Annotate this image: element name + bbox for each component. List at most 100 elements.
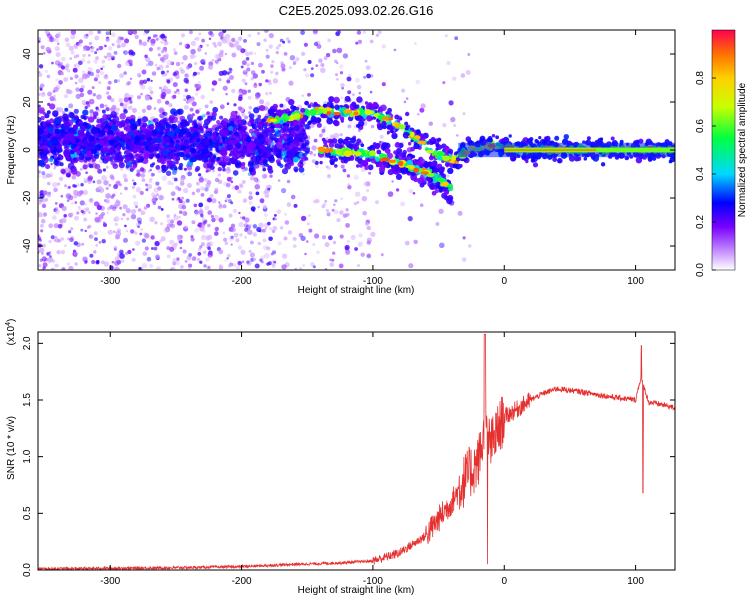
spectrogram-noise-mark [200, 193, 205, 197]
spectrogram-ridge-mark [257, 148, 262, 153]
spectrogram-noise-mark [246, 260, 252, 266]
spectrogram-noise-mark [129, 100, 133, 104]
spectrogram-ridge-mark [155, 153, 161, 159]
spectrogram-ridge-mark [91, 148, 97, 155]
spectrogram-noise-mark [241, 260, 245, 264]
spectrogram-ridge-mark [380, 104, 387, 112]
spectrogram-ridge-mark [38, 134, 42, 141]
spectrogram-noise-mark [336, 217, 341, 223]
spectrogram-noise-mark [105, 193, 111, 199]
spectrogram-noise-mark [146, 105, 152, 111]
spectrogram-ridge-mark [413, 143, 420, 150]
spectrogram-ridge-mark [94, 154, 98, 158]
spectrogram-noise-mark [313, 138, 318, 143]
spectrogram-band-mark [241, 141, 246, 146]
spectrogram-noise-mark [255, 92, 261, 98]
spectrogram-ridge-mark [557, 157, 563, 164]
spectrogram-noise-mark [225, 33, 231, 40]
spectrogram-noise-mark [387, 191, 394, 197]
spectrogram-band-mark [161, 164, 165, 169]
spectrogram-band-mark [253, 107, 260, 114]
spectrogram-noise-mark [105, 166, 109, 169]
spectrogram-noise-mark [225, 197, 229, 201]
spectrogram-noise-mark [234, 185, 240, 191]
spectrogram-noise-mark [170, 223, 176, 229]
spectrogram-noise-mark [263, 30, 268, 33]
spectrogram-band-mark [155, 165, 161, 170]
spectrogram-band-mark [139, 167, 145, 172]
spectrogram-noise-mark [68, 103, 74, 109]
spectrogram-ridge-mark [88, 135, 95, 142]
spectrogram-noise-mark [97, 168, 103, 174]
spectrogram-noise-mark [322, 126, 326, 130]
spectrogram-noise-mark [248, 195, 253, 200]
spectrogram-noise-mark [362, 30, 366, 34]
spectrogram-ridge-mark [416, 160, 422, 166]
spectrogram-ridge-mark [437, 156, 441, 160]
spectrogram-ridge-mark [162, 143, 166, 147]
spectrogram-noise-mark [264, 188, 270, 194]
spectrogram-ridge-mark [495, 135, 499, 140]
spectrogram-noise-mark [232, 208, 238, 213]
spectrogram-noise-mark [244, 227, 249, 232]
spectrogram-noise-mark [241, 78, 246, 83]
spectrogram-noise-mark [357, 241, 363, 247]
spectrogram-noise-mark [358, 233, 363, 238]
spectrogram-ridge-mark [250, 136, 255, 140]
spectrogram-noise-mark [246, 63, 250, 67]
spectrogram-ridge-mark [130, 123, 137, 131]
spectrogram-noise-mark [224, 241, 229, 246]
spectrogram-band-mark [176, 109, 182, 115]
spectrogram-noise-mark [366, 73, 371, 79]
spectrogram-noise-mark [335, 73, 338, 76]
spectrogram-noise-mark [298, 233, 303, 238]
spectrogram-noise-mark [339, 133, 343, 137]
spectrogram-noise-mark [51, 267, 54, 270]
spectrogram-noise-mark [245, 57, 250, 61]
spectrogram-noise-mark [442, 81, 446, 85]
spectrogram-band-mark [152, 118, 156, 122]
spectrogram-ridge-mark [196, 143, 203, 150]
spectrogram-noise-mark [87, 175, 94, 181]
spectrogram-noise-mark [44, 199, 47, 202]
spectrogram-noise-mark [42, 262, 48, 268]
spectrogram-noise-mark [146, 203, 151, 208]
spectrogram-noise-mark [85, 171, 88, 174]
spectrogram-noise-mark [137, 95, 141, 100]
spectrogram-band-mark [149, 163, 154, 168]
spectrogram-noise-mark [173, 177, 178, 182]
spectrogram-noise-mark [157, 205, 162, 210]
spectrogram-noise-mark [38, 72, 43, 77]
spectrogram-band-mark [285, 164, 290, 169]
spectrogram-ridge-mark [175, 143, 180, 149]
spectrogram-noise-mark [173, 51, 178, 55]
spectrogram-noise-mark [118, 98, 123, 103]
spectrogram-noise-mark [231, 37, 236, 43]
spectrogram-band-mark [299, 159, 304, 164]
spectrogram-noise-mark [301, 94, 304, 97]
spectrogram-noise-mark [124, 92, 130, 99]
spectrogram-ridge-mark [82, 121, 87, 127]
spectrogram-noise-mark [332, 48, 337, 54]
spectrogram-noise-mark [117, 63, 122, 69]
spectrogram-ridge-mark [315, 118, 320, 122]
spectrogram-noise-mark [51, 267, 56, 270]
spectrogram-ridge-mark [304, 101, 308, 105]
spectrogram-noise-mark [225, 92, 228, 96]
spectrogram-noise-mark [300, 235, 306, 242]
spectrogram-noise-mark [254, 184, 261, 190]
spectrogram-ridge-mark [39, 151, 44, 156]
spectrogram-peak-mark [353, 111, 359, 116]
spectrogram-noise-mark [159, 86, 162, 90]
spectrogram-noise-mark [155, 38, 159, 41]
spectrogram-noise-mark [176, 88, 180, 92]
spectrogram-noise-mark [258, 229, 261, 233]
spectrogram-noise-mark [141, 262, 148, 269]
spectrogram-ridge-mark [168, 131, 175, 138]
spectrogram-ridge-mark [394, 142, 401, 148]
spectrogram-noise-mark [48, 252, 52, 255]
spectrogram-noise-mark [82, 53, 86, 58]
spectrogram-noise-mark [269, 91, 272, 95]
spectrogram-noise-mark [265, 101, 271, 107]
spectrogram-band-mark [48, 157, 54, 163]
